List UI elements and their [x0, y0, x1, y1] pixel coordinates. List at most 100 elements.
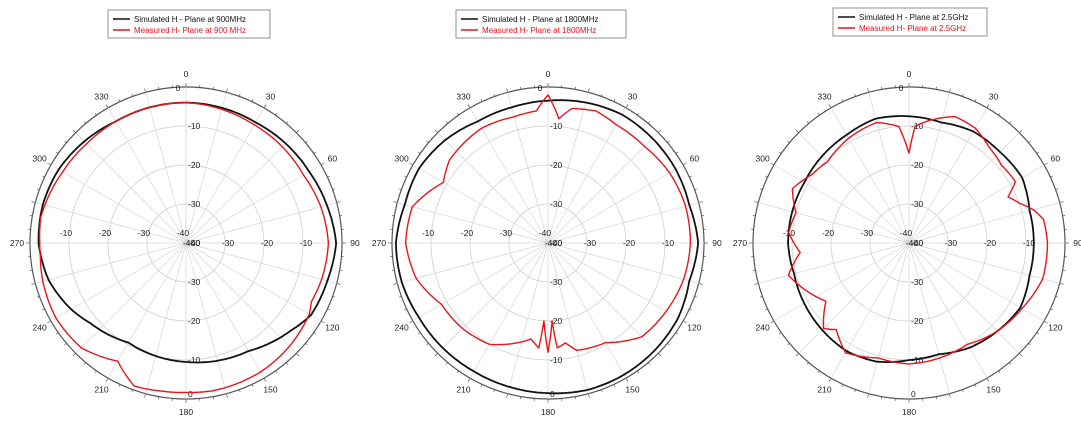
angle-tick-mark: [94, 370, 97, 374]
measured-series-line: [404, 94, 692, 353]
angle-tick-mark: [806, 362, 809, 365]
grid-spoke: [185, 242, 322, 322]
grid-spoke: [868, 242, 910, 394]
angle-tick-mark: [962, 389, 964, 393]
radial-tick-label: -20: [911, 316, 924, 326]
angle-tick-mark: [795, 129, 799, 133]
angle-label: 300: [33, 154, 47, 164]
radial-tick-label: -30: [861, 228, 874, 238]
angle-label: 330: [94, 92, 108, 102]
grid-spoke: [830, 242, 910, 379]
radial-tick-label: -10: [60, 228, 73, 238]
angle-tick-mark: [94, 112, 97, 116]
radial-tick-label: -20: [550, 316, 563, 326]
angle-tick-mark: [393, 283, 398, 285]
angle-tick-mark: [131, 93, 133, 97]
measured-series-line: [787, 115, 1049, 365]
angle-tick-mark: [226, 393, 228, 398]
grid-spoke: [547, 164, 684, 244]
radial-tick-label: 0: [538, 83, 543, 93]
grid-spoke: [547, 242, 684, 322]
grid-spoke: [547, 242, 627, 379]
radial-tick-label: -20: [984, 238, 997, 248]
angle-label: 180: [902, 407, 916, 417]
angle-tick-mark: [986, 104, 990, 109]
grid-spoke: [437, 132, 549, 244]
angle-tick-mark: [296, 129, 300, 133]
angle-tick-mark: [658, 129, 662, 133]
angle-tick-mark: [588, 88, 590, 93]
radial-tick-label: -10: [422, 228, 435, 238]
legend: Simulated H - Plane at 1800MHz Measured H…: [455, 9, 627, 39]
radial-tick-label: -10: [188, 121, 201, 131]
angle-tick-mark: [72, 129, 76, 133]
angle-tick-mark: [398, 188, 402, 190]
legend-box: [107, 9, 271, 39]
grid-spoke: [107, 107, 187, 244]
angle-tick-mark: [648, 362, 651, 365]
angle-label: 180: [179, 407, 193, 417]
angle-tick-mark: [770, 320, 775, 324]
angle-label: 30: [628, 92, 638, 102]
radial-tick-label: -10: [550, 355, 563, 365]
simulated-series-line: [394, 99, 699, 395]
angle-label: 0: [907, 69, 912, 79]
angle-tick-mark: [493, 389, 495, 393]
angle-tick-mark: [682, 320, 687, 324]
angle-tick-mark: [55, 332, 59, 335]
angle-tick-mark: [637, 370, 640, 374]
angle-tick-mark: [828, 104, 832, 109]
angle-tick-mark: [658, 353, 662, 357]
angle-tick-mark: [320, 320, 325, 324]
grid-spoke: [547, 92, 589, 244]
grid-spoke: [50, 242, 187, 322]
angle-tick-mark: [949, 393, 951, 398]
angle-tick-mark: [998, 112, 1001, 116]
angle-label: 120: [1048, 323, 1062, 333]
angle-tick-mark: [506, 393, 508, 398]
legend-label: Simulated H - Plane at 1800MHz: [482, 15, 599, 24]
angle-tick-mark: [286, 362, 289, 365]
angle-tick-mark: [601, 93, 603, 97]
grid-spoke: [908, 164, 1045, 244]
angle-tick-mark: [787, 343, 790, 346]
grid-spoke: [908, 202, 1060, 244]
angle-tick-mark: [754, 283, 759, 285]
radial-tick-label: -30: [584, 238, 597, 248]
angle-tick-mark: [765, 308, 768, 311]
grid-spoke: [185, 107, 265, 244]
radial-tick-label: -10: [662, 238, 675, 248]
angle-label: 300: [395, 154, 409, 164]
legend-label: Simulated H - Plane at 900MHz: [134, 15, 246, 24]
radial-tick-label: -20: [911, 160, 924, 170]
angle-label: 60: [1051, 154, 1061, 164]
radial-tick-label: -10: [911, 121, 924, 131]
angle-tick-mark: [320, 162, 325, 166]
angle-tick-mark: [787, 140, 790, 143]
angle-label: 150: [263, 384, 277, 394]
angle-tick-mark: [144, 393, 146, 398]
angle-tick-mark: [1009, 362, 1012, 365]
angle-tick-mark: [64, 343, 67, 346]
angle-tick-mark: [434, 353, 438, 357]
angle-label: 300: [756, 154, 770, 164]
angle-tick-mark: [817, 112, 820, 116]
radial-tick-label: -20: [822, 228, 835, 238]
angle-tick-mark: [986, 377, 990, 382]
radial-tick-label: -20: [461, 228, 474, 238]
grid-spoke: [908, 107, 988, 244]
grid-spoke: [185, 242, 265, 379]
radial-tick-label: 0: [911, 389, 916, 399]
angle-tick-mark: [1019, 129, 1023, 133]
radial-tick-label: -40: [183, 238, 196, 248]
angle-tick-mark: [1043, 162, 1048, 166]
legend: Simulated H - Plane at 2.5GHz Measured H-…: [832, 7, 988, 37]
angle-tick-mark: [55, 151, 59, 154]
angle-tick-mark: [398, 296, 402, 298]
angle-tick-mark: [949, 88, 951, 93]
angle-tick-mark: [648, 121, 651, 124]
angle-tick-mark: [588, 393, 590, 398]
angle-tick-mark: [694, 296, 698, 298]
radial-tick-label: -40: [188, 238, 201, 248]
angle-tick-mark: [36, 188, 40, 190]
